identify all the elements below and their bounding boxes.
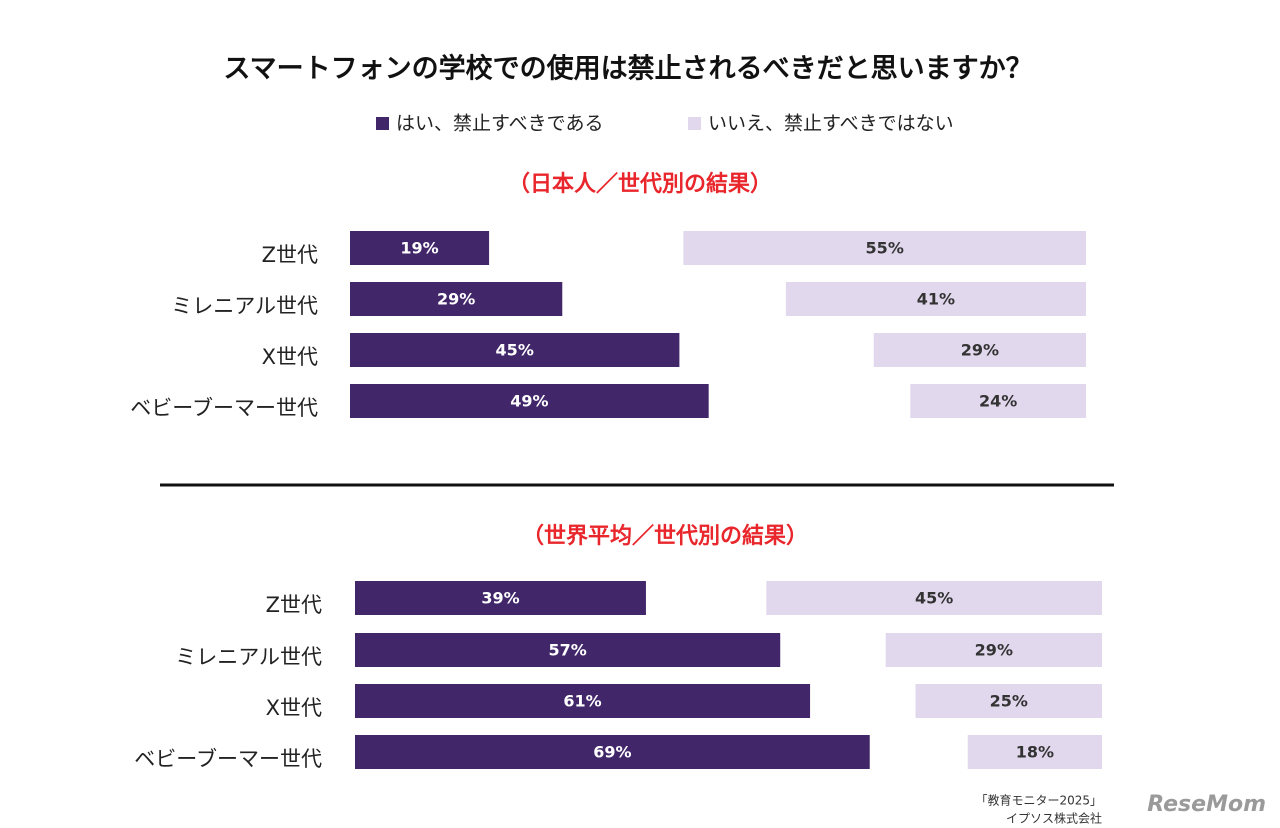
bar — [967, 735, 1102, 769]
value-label: 29% — [961, 341, 999, 360]
value-label: 19% — [400, 239, 438, 258]
bar — [350, 231, 490, 265]
chart-subtitle: （世界平均／世代別の結果） — [522, 523, 808, 549]
legend-label: はい、禁止すべきである — [396, 113, 603, 135]
bar — [355, 633, 781, 667]
value-label: 45% — [915, 589, 953, 608]
bar — [885, 633, 1102, 667]
bar — [350, 384, 709, 418]
value-label: 55% — [866, 239, 904, 258]
bar — [910, 384, 1086, 418]
bar — [355, 581, 646, 615]
category-label: X世代 — [266, 696, 322, 720]
value-label: 69% — [593, 743, 631, 762]
category-label: Z世代 — [266, 593, 322, 617]
bar — [873, 333, 1086, 367]
category-label: Z世代 — [262, 243, 318, 267]
category-label: X世代 — [262, 345, 318, 369]
bar — [355, 735, 870, 769]
value-label: 39% — [481, 589, 519, 608]
value-label: 24% — [979, 392, 1017, 411]
bar — [785, 282, 1086, 316]
bar — [915, 684, 1102, 718]
bar — [350, 333, 680, 367]
value-label: 61% — [563, 692, 601, 711]
source: 「教育モニター2025」 — [975, 793, 1102, 808]
value-label: 45% — [496, 341, 534, 360]
value-label: 29% — [437, 290, 475, 309]
value-label: 41% — [917, 290, 955, 309]
source: イプソス株式会社 — [1006, 811, 1102, 826]
category-label: ベビーブーマー世代 — [134, 747, 322, 771]
value-label: 57% — [548, 641, 586, 660]
category-label: ベビーブーマー世代 — [130, 396, 318, 420]
chart-subtitle: （日本人／世代別の結果） — [508, 171, 772, 197]
bar — [355, 684, 811, 718]
value-label: 25% — [990, 692, 1028, 711]
category-label: ミレニアル世代 — [175, 645, 322, 669]
chart-title: スマートフォンの学校での使用は禁止されるべきだと思いますか？ — [223, 53, 1032, 85]
bar — [683, 231, 1086, 265]
legend-label: いいえ、禁止すべきではない — [708, 113, 954, 135]
value-label: 18% — [1016, 743, 1054, 762]
value-label: 29% — [975, 641, 1013, 660]
value-label: 49% — [510, 392, 548, 411]
bar — [766, 581, 1102, 615]
legend-swatch — [688, 117, 701, 130]
watermark: ReseMom — [1147, 792, 1266, 817]
bar — [350, 282, 563, 316]
legend-swatch — [376, 117, 389, 130]
category-label: ミレニアル世代 — [171, 294, 318, 318]
